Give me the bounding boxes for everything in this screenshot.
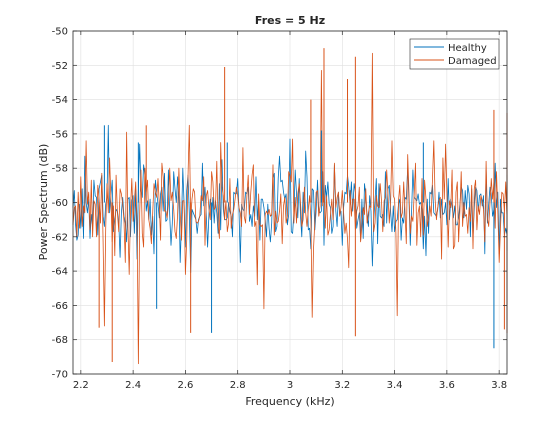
y-axis-label: Power Spectrum (dB) [37, 144, 50, 261]
legend: Healthy Damaged [409, 38, 500, 70]
x-tick-label: 3.2 [334, 380, 350, 391]
y-tick-label: -68 [52, 335, 68, 346]
legend-label-damaged: Damaged [448, 56, 497, 67]
x-ticks: 2.2 2.4 2.6 2.8 3 3.2 3.4 3.6 3.8 [73, 31, 507, 391]
x-tick-label: 2.2 [73, 380, 89, 391]
y-tick-label: -66 [52, 301, 68, 312]
y-tick-label: -50 [52, 27, 68, 38]
y-tick-label: -56 [52, 129, 68, 140]
y-tick-label: -60 [52, 198, 68, 209]
legend-label-healthy: Healthy [448, 43, 487, 54]
x-tick-label: 3.8 [491, 380, 507, 391]
legend-box [409, 38, 500, 70]
y-tick-label: -62 [52, 232, 68, 243]
x-tick-label: 2.6 [177, 380, 193, 391]
series-line-damaged [72, 52, 508, 365]
x-tick-label: 3.6 [439, 380, 455, 391]
y-tick-label: -64 [52, 267, 68, 278]
notable-points-layer [98, 48, 505, 362]
y-ticks: -70 -68 -66 -64 -62 -60 -58 -56 -54 -52 -50 [52, 27, 507, 381]
chart-title: Fres = 5 Hz [255, 14, 325, 27]
y-tick-label: -54 [52, 95, 68, 106]
x-tick-label: 3 [287, 380, 293, 391]
y-tick-label: -58 [52, 164, 68, 175]
series-layer [72, 52, 508, 365]
x-tick-label: 2.8 [230, 380, 246, 391]
x-tick-label: 2.4 [125, 380, 141, 391]
y-tick-label: -70 [52, 370, 68, 381]
x-tick-label: 3.4 [387, 380, 403, 391]
y-tick-label: -52 [52, 61, 68, 72]
x-axis-label: Frequency (kHz) [245, 395, 334, 408]
